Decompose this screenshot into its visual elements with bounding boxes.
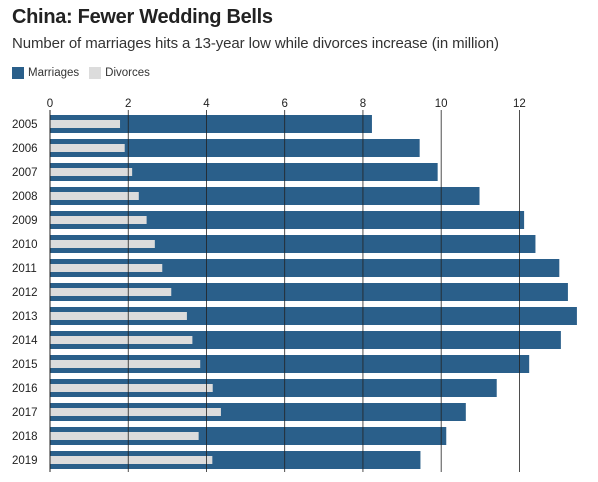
bar-divorces-2018 xyxy=(50,432,199,440)
legend-label-marriages: Marriages xyxy=(28,67,80,79)
bar-marriages-2017 xyxy=(50,403,466,421)
legend-item-divorces: Divorces xyxy=(89,67,150,79)
bar-marriages-2012 xyxy=(50,283,568,301)
bar-divorces-2009 xyxy=(50,216,147,224)
y-tick-label-2009: 2009 xyxy=(12,215,38,227)
x-tick-label-6: 6 xyxy=(282,98,288,110)
y-tick-label-2019: 2019 xyxy=(12,455,38,467)
legend-swatch-divorces xyxy=(89,67,102,79)
bar-divorces-2017 xyxy=(50,408,221,416)
y-tick-label-2013: 2013 xyxy=(12,311,38,323)
bar-divorces-2010 xyxy=(50,240,155,248)
y-tick-label-2014: 2014 xyxy=(12,335,38,347)
y-tick-label-2006: 2006 xyxy=(12,143,38,155)
y-tick-label-2007: 2007 xyxy=(12,167,38,179)
bar-marriages-2006 xyxy=(50,139,420,157)
bar-divorces-2013 xyxy=(50,312,187,320)
bar-divorces-2005 xyxy=(50,120,121,128)
bar-marriages-2016 xyxy=(50,379,497,397)
x-tick-label-4: 4 xyxy=(203,98,210,110)
y-tick-label-2008: 2008 xyxy=(12,191,38,203)
bar-marriages-2019 xyxy=(50,451,421,469)
bar-divorces-2014 xyxy=(50,336,193,344)
bar-marriages-2009 xyxy=(50,211,525,229)
y-tick-label-2012: 2012 xyxy=(12,287,38,299)
legend-swatch-marriages xyxy=(12,67,24,79)
x-tick-label-8: 8 xyxy=(360,98,366,110)
bar-divorces-2007 xyxy=(50,168,133,176)
bar-divorces-2015 xyxy=(50,360,201,368)
bar-divorces-2006 xyxy=(50,144,125,152)
bar-marriages-2010 xyxy=(50,235,536,253)
bar-divorces-2019 xyxy=(50,456,213,464)
y-tick-label-2010: 2010 xyxy=(12,239,38,251)
y-tick-label-2018: 2018 xyxy=(12,431,38,443)
bar-divorces-2008 xyxy=(50,192,139,200)
bar-divorces-2016 xyxy=(50,384,213,392)
bar-marriages-2007 xyxy=(50,163,438,181)
y-tick-label-2015: 2015 xyxy=(12,359,38,371)
bar-marriages-2008 xyxy=(50,187,480,205)
bar-marriages-2005 xyxy=(50,115,372,133)
legend-item-marriages: Marriages xyxy=(12,67,79,79)
bar-marriages-2011 xyxy=(50,259,560,277)
bar-marriages-2014 xyxy=(50,331,561,349)
chart-legend: Marriages Divorces xyxy=(12,67,160,79)
y-tick-label-2011: 2011 xyxy=(12,263,37,275)
y-tick-label-2016: 2016 xyxy=(12,383,38,395)
bar-marriages-2013 xyxy=(50,307,577,325)
x-tick-label-0: 0 xyxy=(47,98,53,110)
y-tick-label-2005: 2005 xyxy=(12,119,38,131)
y-tick-label-2017: 2017 xyxy=(12,407,38,419)
x-tick-label-12: 12 xyxy=(513,98,526,110)
x-tick-label-10: 10 xyxy=(435,98,448,110)
bar-divorces-2011 xyxy=(50,264,163,272)
bar-divorces-2012 xyxy=(50,288,172,296)
chart-subtitle: Number of marriages hits a 13-year low w… xyxy=(12,35,499,52)
legend-label-divorces: Divorces xyxy=(105,67,150,79)
x-tick-label-2: 2 xyxy=(125,98,131,110)
chart-title: China: Fewer Wedding Bells xyxy=(12,6,273,28)
bar-marriages-2015 xyxy=(50,355,530,373)
bar-marriages-2018 xyxy=(50,427,447,445)
